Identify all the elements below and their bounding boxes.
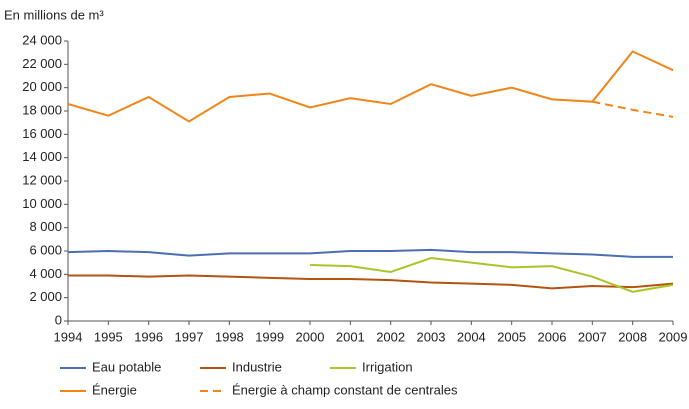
x-tick-label: 1995 (94, 329, 123, 344)
legend-label: Eau potable (92, 359, 161, 374)
x-tick-label: 2007 (578, 329, 607, 344)
y-tick-label: 12 000 (22, 172, 62, 187)
y-tick-label: 18 000 (22, 102, 62, 117)
x-tick-label: 1997 (175, 329, 204, 344)
x-tick-label: 2006 (538, 329, 567, 344)
x-tick-label: 2002 (376, 329, 405, 344)
y-tick-label: 0 (55, 312, 62, 327)
x-tick-label: 1998 (215, 329, 244, 344)
y-tick-label: 24 000 (22, 32, 62, 47)
x-tick-label: 1994 (54, 329, 83, 344)
y-tick-label: 6 000 (29, 242, 62, 257)
y-tick-label: 22 000 (22, 56, 62, 71)
legend-label: Irrigation (362, 359, 413, 374)
line-series (68, 274, 674, 290)
line-series (67, 248, 673, 258)
legend-label: Industrie (232, 359, 282, 374)
y-tick-label: 16 000 (22, 126, 62, 141)
legend-label: Énergie à champ constant de centrales (232, 382, 458, 397)
x-tick-label: 2009 (659, 329, 688, 344)
x-tick-label: 2003 (417, 329, 446, 344)
y-tick-label: 20 000 (22, 79, 62, 94)
y-tick-label: 10 000 (22, 196, 62, 211)
legend-label: Énergie (92, 382, 137, 397)
y-tick-label: 8 000 (29, 219, 62, 234)
x-tick-label: 1999 (255, 329, 284, 344)
x-tick-label: 2004 (457, 329, 486, 344)
y-tick-label: 2 000 (29, 289, 62, 304)
line-series (309, 256, 674, 293)
x-tick-label: 2008 (618, 329, 647, 344)
y-tick-label: 14 000 (22, 149, 62, 164)
x-tick-label: 2000 (296, 329, 325, 344)
line-series (67, 50, 674, 123)
line-series (592, 100, 674, 118)
x-tick-label: 2001 (336, 329, 365, 344)
x-tick-label: 2005 (497, 329, 526, 344)
chart-title: En millions de m³ (4, 7, 104, 22)
y-tick-label: 4 000 (29, 266, 62, 281)
x-tick-label: 1996 (134, 329, 163, 344)
